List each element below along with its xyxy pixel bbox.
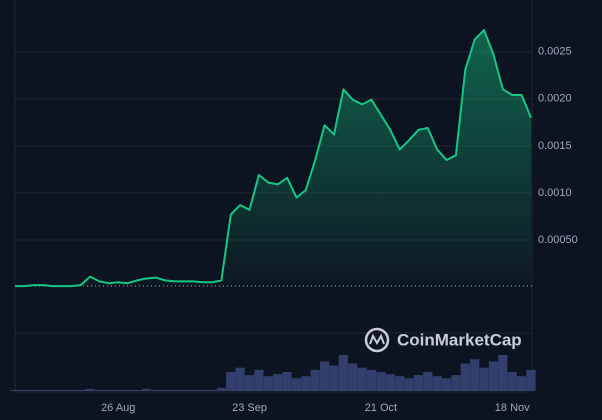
volume-bar [507, 371, 517, 391]
volume-bar [366, 369, 377, 391]
volume-bar [132, 389, 142, 391]
volume-bar [301, 376, 311, 391]
x-tick-label: 21 Oct [365, 402, 397, 414]
volume-bar [226, 371, 236, 391]
volume-bar [451, 375, 461, 391]
volume-bar [85, 388, 95, 391]
volume-bar [151, 389, 161, 391]
volume-bar [329, 365, 339, 391]
watermark: CoinMarketCap [364, 327, 522, 353]
volume-bar [385, 374, 395, 391]
watermark-text: CoinMarketCap [397, 330, 522, 349]
volume-bar [207, 389, 217, 391]
volume-bar [113, 389, 123, 391]
volume-bar [38, 389, 48, 391]
volume-bar [141, 388, 151, 391]
volume-bar [310, 369, 320, 391]
volume-bar [122, 389, 133, 391]
volume-bar [57, 389, 67, 391]
volume-bar [413, 375, 424, 391]
volume-bar [404, 378, 414, 391]
volume-bar [498, 355, 508, 391]
y-tick-label: 0.00050 [538, 234, 578, 246]
volume-bar [338, 355, 348, 391]
volume-bar [254, 369, 264, 391]
y-tick-label: 0.0025 [538, 46, 572, 58]
volume-bar [19, 389, 29, 391]
volume-bar [263, 376, 273, 391]
volume-bar [160, 389, 170, 391]
volume-bar [282, 371, 292, 391]
volume-bar [94, 389, 105, 391]
x-tick-label: 26 Aug [101, 402, 135, 414]
volume-bar [460, 363, 470, 391]
volume-bar [470, 359, 480, 391]
volume-bar [76, 389, 86, 391]
volume-bar [479, 367, 489, 391]
y-tick-label: 0.0015 [538, 140, 572, 152]
logo [364, 327, 390, 353]
volume-bar [188, 389, 198, 391]
volume-bar [10, 389, 20, 391]
volume-bar [395, 376, 405, 391]
logo-mark [369, 333, 385, 346]
volume-bar [291, 378, 302, 391]
volume-bar [169, 389, 180, 391]
volume-bar [216, 387, 227, 391]
volume-bar [104, 389, 114, 391]
area [15, 30, 531, 287]
volume-bar [273, 374, 283, 391]
volume-bar [198, 389, 208, 391]
volume-bar [47, 389, 58, 391]
volume-bar [357, 367, 367, 391]
volume-bar [29, 389, 39, 391]
volume-bar [179, 389, 189, 391]
volume-bar [517, 376, 527, 391]
volume-bar [348, 363, 358, 391]
volume-bar [488, 361, 499, 391]
volume-bar [66, 389, 76, 391]
volume-bar [244, 375, 255, 391]
y-tick-label: 0.0020 [538, 93, 572, 105]
volume-bar [441, 378, 452, 391]
x-tick-label: 23 Sep [232, 402, 267, 414]
y-tick-label: 0.0010 [538, 187, 572, 199]
volume-bar [376, 371, 386, 391]
volume-bar [319, 361, 330, 391]
volume-bar [235, 367, 245, 391]
price-line [15, 29, 532, 288]
volume-bar [432, 376, 442, 391]
volume-bar [423, 371, 433, 391]
x-tick-label: 18 Nov [495, 402, 530, 414]
volume-bar [526, 369, 536, 391]
